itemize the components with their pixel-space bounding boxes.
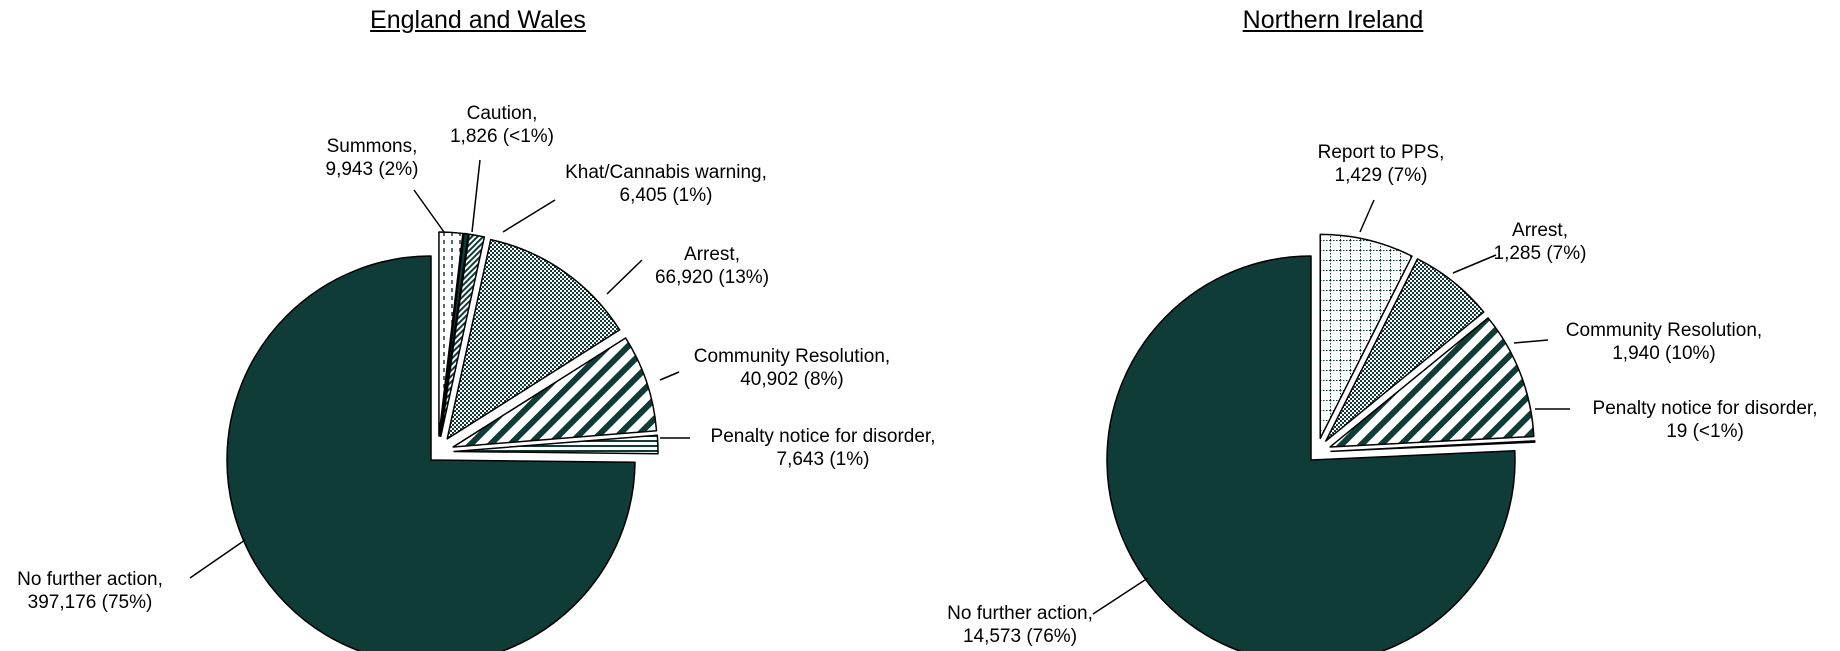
- label-name: Summons,: [327, 136, 418, 157]
- label-value: 66,920 (13%): [655, 267, 769, 288]
- leader-line-arrest: [606, 259, 643, 295]
- leader-line-caution: [471, 159, 481, 233]
- slice-khat-cannabis-warning: [440, 233, 486, 438]
- label-name: Penalty notice for disorder,: [711, 426, 936, 447]
- leader-line-report-to-pps: [1359, 199, 1375, 233]
- slice-community-resolution: [1329, 317, 1535, 448]
- label-value: 19 (<1%): [1666, 421, 1744, 442]
- leader-line-khat-cannabis-warning: [502, 199, 556, 233]
- slice-report-to-pps: [1319, 233, 1413, 440]
- label-name: Caution,: [467, 103, 538, 124]
- pie-northern-ireland: No further action, 14,573 (76%) Report to …: [947, 142, 1817, 651]
- label-name: Arrest,: [1512, 220, 1568, 241]
- slice-caution: [439, 232, 470, 437]
- chart-title-england-wales: England and Wales: [370, 6, 586, 34]
- label-value: 14,573 (76%): [963, 626, 1077, 647]
- pie-england-wales: No further action, 397,176 (75%) Summons, 9…: [17, 103, 935, 651]
- leader-line-arrest: [1452, 254, 1497, 274]
- label-no-further-action: No further action, 14,573 (76%): [947, 603, 1093, 647]
- label-name: Arrest,: [684, 244, 740, 265]
- label-name: Community Resolution,: [1566, 320, 1762, 341]
- label-name: Community Resolution,: [694, 346, 890, 367]
- label-value: 1,429 (7%): [1335, 165, 1428, 186]
- label-name: Khat/Cannabis warning,: [565, 162, 767, 183]
- label-no-further-action: No further action, 397,176 (75%): [17, 569, 163, 613]
- slice-summons: [438, 231, 464, 437]
- slice-community-resolution: [452, 337, 658, 448]
- label-community-resolution: Community Resolution, 1,940 (10%): [1566, 320, 1762, 364]
- label-value: 1,285 (7%): [1494, 243, 1587, 264]
- label-name: No further action,: [17, 569, 163, 590]
- label-khat-cannabis-warning: Khat/Cannabis warning, 6,405 (1%): [565, 162, 767, 206]
- label-report-to-pps: Report to PPS, 1,429 (7%): [1318, 142, 1445, 186]
- slice-arrest: [1325, 258, 1485, 442]
- slice-arrest: [446, 238, 621, 440]
- label-name: Report to PPS,: [1318, 142, 1445, 163]
- label-arrest: Arrest, 1,285 (7%): [1494, 220, 1587, 264]
- label-value: 7,643 (1%): [777, 449, 870, 470]
- label-penalty-notice-for-disorder: Penalty notice for disorder, 19 (<1%): [1593, 398, 1818, 442]
- slice-penalty-notice-for-disorder: [1330, 440, 1536, 453]
- leader-line-community-resolution: [1513, 339, 1549, 344]
- leader-line-no-further-action: [1092, 577, 1149, 615]
- slice-penalty-notice-for-disorder: [453, 434, 659, 455]
- slice-no-further-action: [226, 255, 636, 651]
- label-name: Penalty notice for disorder,: [1593, 398, 1818, 419]
- label-value: 9,943 (2%): [326, 159, 419, 180]
- label-name: No further action,: [947, 603, 1093, 624]
- label-summons: Summons, 9,943 (2%): [326, 136, 419, 180]
- slice-no-further-action: [1106, 255, 1516, 651]
- label-value: 1,940 (10%): [1612, 343, 1716, 364]
- label-value: 1,826 (<1%): [450, 126, 554, 147]
- leader-line-no-further-action: [189, 539, 246, 579]
- label-caution: Caution, 1,826 (<1%): [450, 103, 554, 147]
- label-value: 397,176 (75%): [28, 592, 153, 613]
- label-arrest: Arrest, 66,920 (13%): [655, 244, 769, 288]
- chart-title-northern-ireland: Northern Ireland: [1242, 6, 1424, 34]
- label-value: 6,405 (1%): [620, 185, 713, 206]
- label-community-resolution: Community Resolution, 40,902 (8%): [694, 346, 890, 390]
- label-value: 40,902 (8%): [740, 369, 844, 390]
- leader-line-summons: [413, 189, 445, 233]
- leader-line-community-resolution: [659, 371, 680, 381]
- label-penalty-notice-for-disorder: Penalty notice for disorder, 7,643 (1%): [711, 426, 936, 470]
